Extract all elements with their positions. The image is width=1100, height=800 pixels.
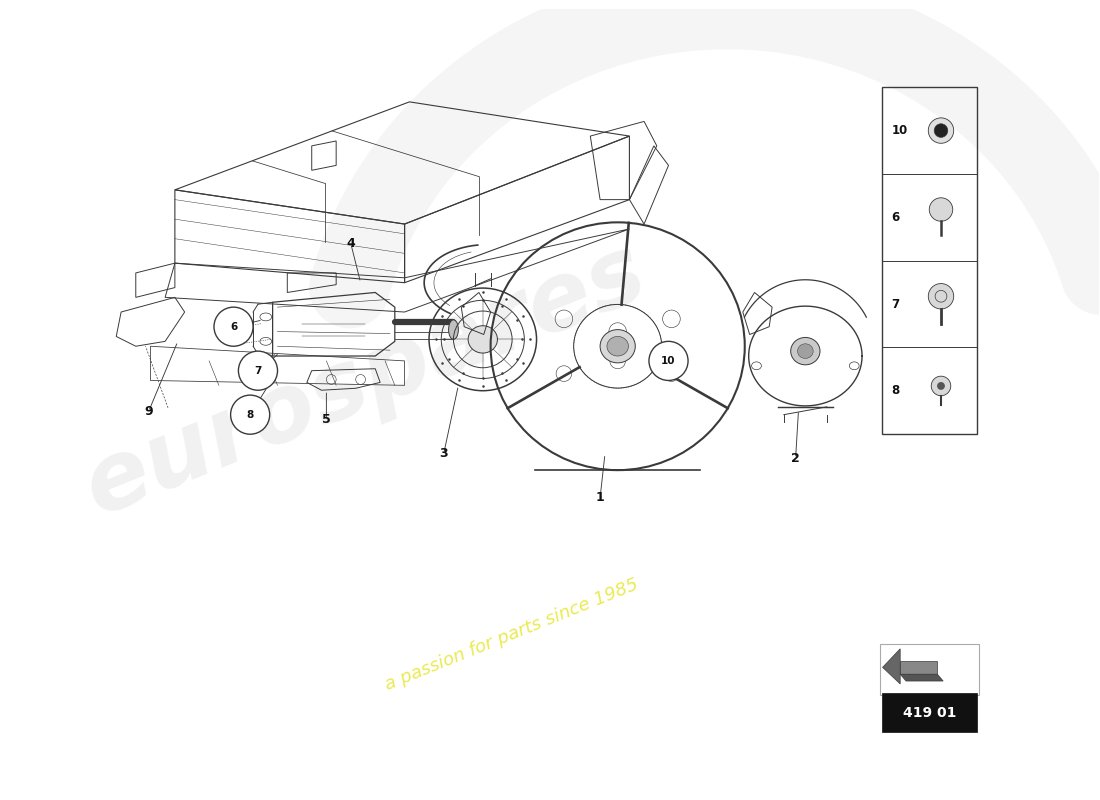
Text: 4: 4: [346, 237, 355, 250]
Polygon shape: [900, 674, 943, 681]
Text: 1: 1: [596, 491, 605, 504]
Ellipse shape: [791, 338, 820, 365]
Text: 10: 10: [891, 124, 908, 137]
Text: 419 01: 419 01: [903, 706, 956, 720]
Circle shape: [214, 307, 253, 346]
Text: 2: 2: [791, 452, 800, 465]
Circle shape: [932, 376, 950, 396]
Polygon shape: [882, 649, 900, 684]
Circle shape: [239, 351, 277, 390]
Ellipse shape: [469, 326, 497, 353]
Circle shape: [928, 118, 954, 143]
Circle shape: [934, 124, 948, 138]
Text: 7: 7: [891, 298, 900, 310]
Ellipse shape: [798, 344, 813, 358]
FancyBboxPatch shape: [881, 693, 978, 732]
Text: 8: 8: [891, 384, 900, 398]
Text: 6: 6: [891, 211, 900, 224]
Text: 7: 7: [254, 366, 262, 376]
Ellipse shape: [607, 337, 628, 356]
Text: 10: 10: [661, 356, 675, 366]
Text: a passion for parts since 1985: a passion for parts since 1985: [383, 575, 641, 694]
Ellipse shape: [601, 330, 636, 363]
Ellipse shape: [449, 320, 459, 339]
Circle shape: [649, 342, 689, 381]
Circle shape: [937, 382, 945, 390]
Circle shape: [928, 283, 954, 309]
Text: eurospares: eurospares: [72, 226, 660, 535]
Text: 5: 5: [322, 413, 331, 426]
Text: 6: 6: [230, 322, 238, 332]
Circle shape: [231, 395, 270, 434]
Polygon shape: [900, 662, 937, 674]
Text: 9: 9: [144, 406, 153, 418]
Text: 8: 8: [246, 410, 254, 420]
Circle shape: [930, 198, 953, 222]
Text: 3: 3: [439, 447, 448, 460]
